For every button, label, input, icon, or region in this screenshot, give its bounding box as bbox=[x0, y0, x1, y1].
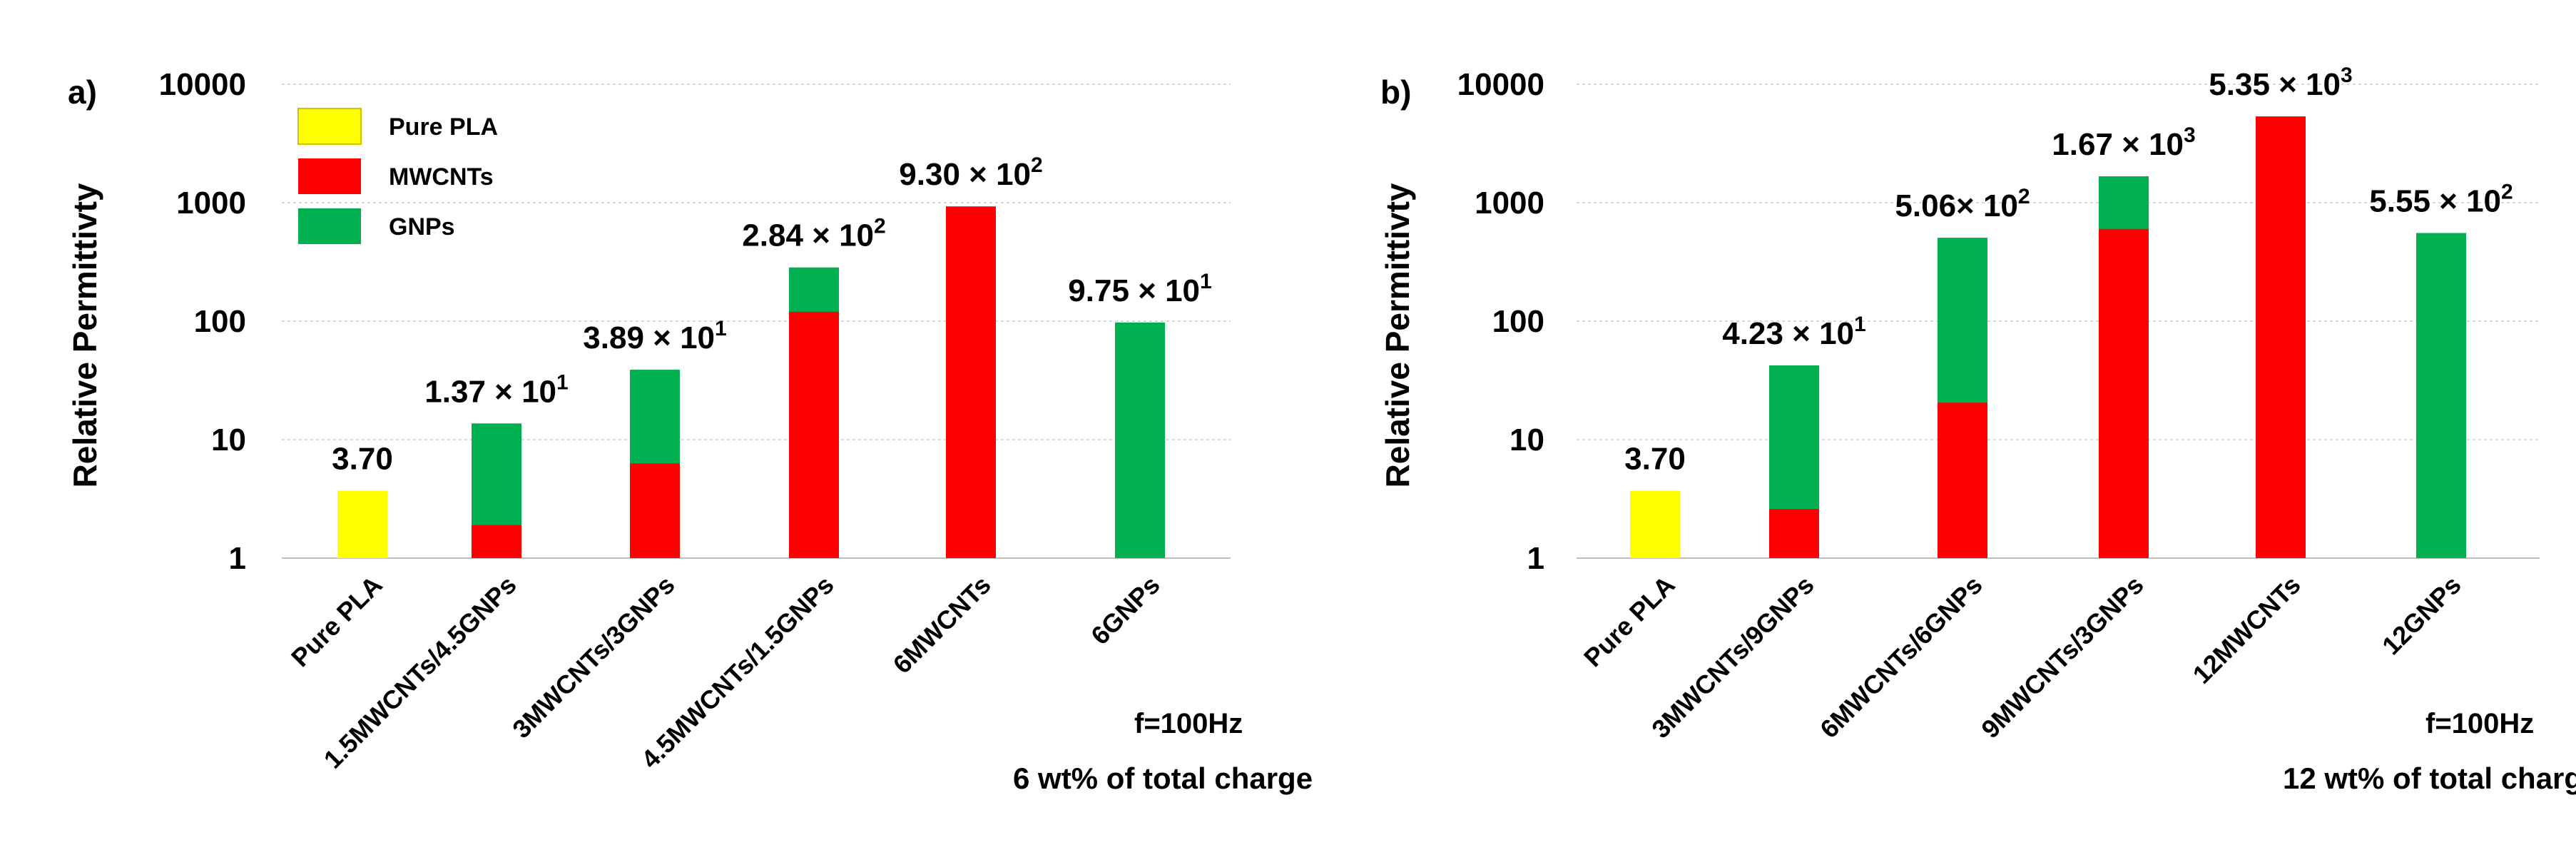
panel-label: b) bbox=[1380, 74, 1411, 111]
data-label-mantissa: 3.70 bbox=[332, 442, 393, 477]
data-label: 2.84 × 102 bbox=[742, 215, 885, 253]
data-label-exponent: 2 bbox=[2018, 185, 2030, 208]
panel-a: 1 10 100 1000 10000 Relative Permittivty a) 3.7… bbox=[66, 67, 1313, 795]
x-tick-label: 6MWCNTs bbox=[887, 570, 997, 679]
legend-label: GNPs bbox=[389, 213, 455, 241]
data-label-exponent: 2 bbox=[1031, 153, 1043, 177]
data-label: 1.37 × 101 bbox=[424, 370, 568, 409]
charge-annotation: 12 wt% of total charge bbox=[2283, 761, 2576, 795]
legend-label: Pure PLA bbox=[389, 113, 498, 141]
bar-segment-pure-pla bbox=[337, 490, 387, 558]
y-tick-label: 1 bbox=[1527, 541, 1544, 576]
data-label: 5.06× 102 bbox=[1895, 185, 2030, 223]
bar-segment-mwcnts bbox=[946, 206, 996, 558]
data-label-exponent: 1 bbox=[715, 317, 727, 340]
bar-segment-mwcnts bbox=[472, 525, 521, 558]
y-tick-label: 1000 bbox=[176, 186, 246, 221]
data-label-mantissa: 4.23 × 10 bbox=[1722, 316, 1854, 351]
x-tick-label: 9MWCNTs/3GNPs bbox=[1975, 570, 2149, 744]
legend-swatch bbox=[298, 158, 361, 194]
data-label: 5.55 × 102 bbox=[2369, 180, 2513, 218]
x-tick-label: 6GNPs bbox=[1085, 570, 1165, 650]
legend-swatch bbox=[298, 208, 361, 244]
y-axis-label: Relative Permittivty bbox=[1379, 183, 1416, 487]
data-label: 9.30 × 102 bbox=[899, 153, 1042, 192]
data-label: 1.67 × 103 bbox=[2052, 123, 2195, 162]
data-label-exponent: 1 bbox=[1200, 270, 1212, 293]
data-label-exponent: 2 bbox=[874, 215, 886, 238]
data-label-mantissa: 1.67 × 10 bbox=[2052, 127, 2184, 162]
y-tick-label: 10 bbox=[211, 422, 246, 457]
y-axis-label: Relative Permittivty bbox=[66, 183, 103, 487]
bar-segment-mwcnts bbox=[2256, 116, 2306, 559]
data-label: 3.70 bbox=[332, 442, 393, 477]
legend-label: MWCNTs bbox=[389, 163, 494, 191]
data-label-exponent: 2 bbox=[2501, 180, 2513, 203]
data-label-mantissa: 1.37 × 10 bbox=[424, 374, 556, 409]
y-tick-label: 10 bbox=[1510, 422, 1544, 457]
data-label-mantissa: 5.55 × 10 bbox=[2369, 183, 2501, 218]
bar-segment-mwcnts bbox=[1769, 509, 1819, 558]
x-tick-label: 3MWCNTs/3GNPs bbox=[506, 570, 681, 744]
bar-segment-gnps bbox=[2416, 233, 2466, 558]
y-tick-label: 100 bbox=[194, 304, 246, 339]
data-label-mantissa: 3.89 × 10 bbox=[583, 320, 715, 355]
panel-label: a) bbox=[68, 74, 97, 111]
data-label: 9.75 × 101 bbox=[1068, 270, 1211, 308]
data-label-mantissa: 5.35 × 10 bbox=[2209, 67, 2341, 102]
x-tick-label: 12GNPs bbox=[2376, 570, 2467, 661]
y-tick-label: 100 bbox=[1492, 304, 1544, 339]
data-label: 4.23 × 101 bbox=[1722, 313, 1865, 351]
x-tick-label: 6MWCNTs/6GNPs bbox=[1814, 570, 1988, 744]
bar-segment-mwcnts bbox=[630, 463, 680, 558]
x-tick-label: 12MWCNTs bbox=[2187, 570, 2306, 689]
y-tick-label: 10000 bbox=[1457, 67, 1544, 102]
data-label-mantissa: 2.84 × 10 bbox=[742, 218, 874, 253]
data-label-mantissa: 5.06× 10 bbox=[1895, 188, 2018, 223]
data-label-mantissa: 3.70 bbox=[1624, 442, 1686, 477]
data-label: 3.89 × 101 bbox=[583, 317, 726, 355]
data-label-exponent: 3 bbox=[2341, 64, 2353, 87]
bar-segment-mwcnts bbox=[789, 311, 839, 558]
data-label-exponent: 1 bbox=[1854, 313, 1866, 336]
bar-segment-mwcnts bbox=[2099, 228, 2149, 558]
x-tick-label: Pure PLA bbox=[285, 570, 388, 673]
bar-segment-mwcnts bbox=[1938, 403, 1987, 558]
bar-segment-gnps bbox=[1115, 322, 1165, 558]
x-tick-label: Pure PLA bbox=[1578, 570, 1681, 673]
y-tick-label: 1 bbox=[229, 541, 246, 576]
charge-annotation: 6 wt% of total charge bbox=[1013, 761, 1313, 795]
y-tick-label: 10000 bbox=[159, 67, 246, 102]
data-label: 5.35 × 103 bbox=[2209, 64, 2352, 102]
data-label-exponent: 3 bbox=[2184, 123, 2196, 147]
panel-b: 1 10 100 1000 10000 Relative Permittivty b) 3.7… bbox=[1379, 64, 2576, 795]
data-label-exponent: 1 bbox=[556, 370, 569, 394]
y-tick-label: 1000 bbox=[1475, 186, 1544, 221]
legend-swatch bbox=[297, 108, 362, 145]
bar-segment-pure-pla bbox=[1630, 490, 1680, 558]
data-label-mantissa: 9.75 × 10 bbox=[1068, 273, 1200, 308]
frequency-annotation: f=100Hz bbox=[1134, 708, 1243, 739]
frequency-annotation: f=100Hz bbox=[2425, 708, 2534, 739]
data-label: 3.70 bbox=[1624, 442, 1686, 477]
data-label-mantissa: 9.30 × 10 bbox=[899, 157, 1031, 192]
